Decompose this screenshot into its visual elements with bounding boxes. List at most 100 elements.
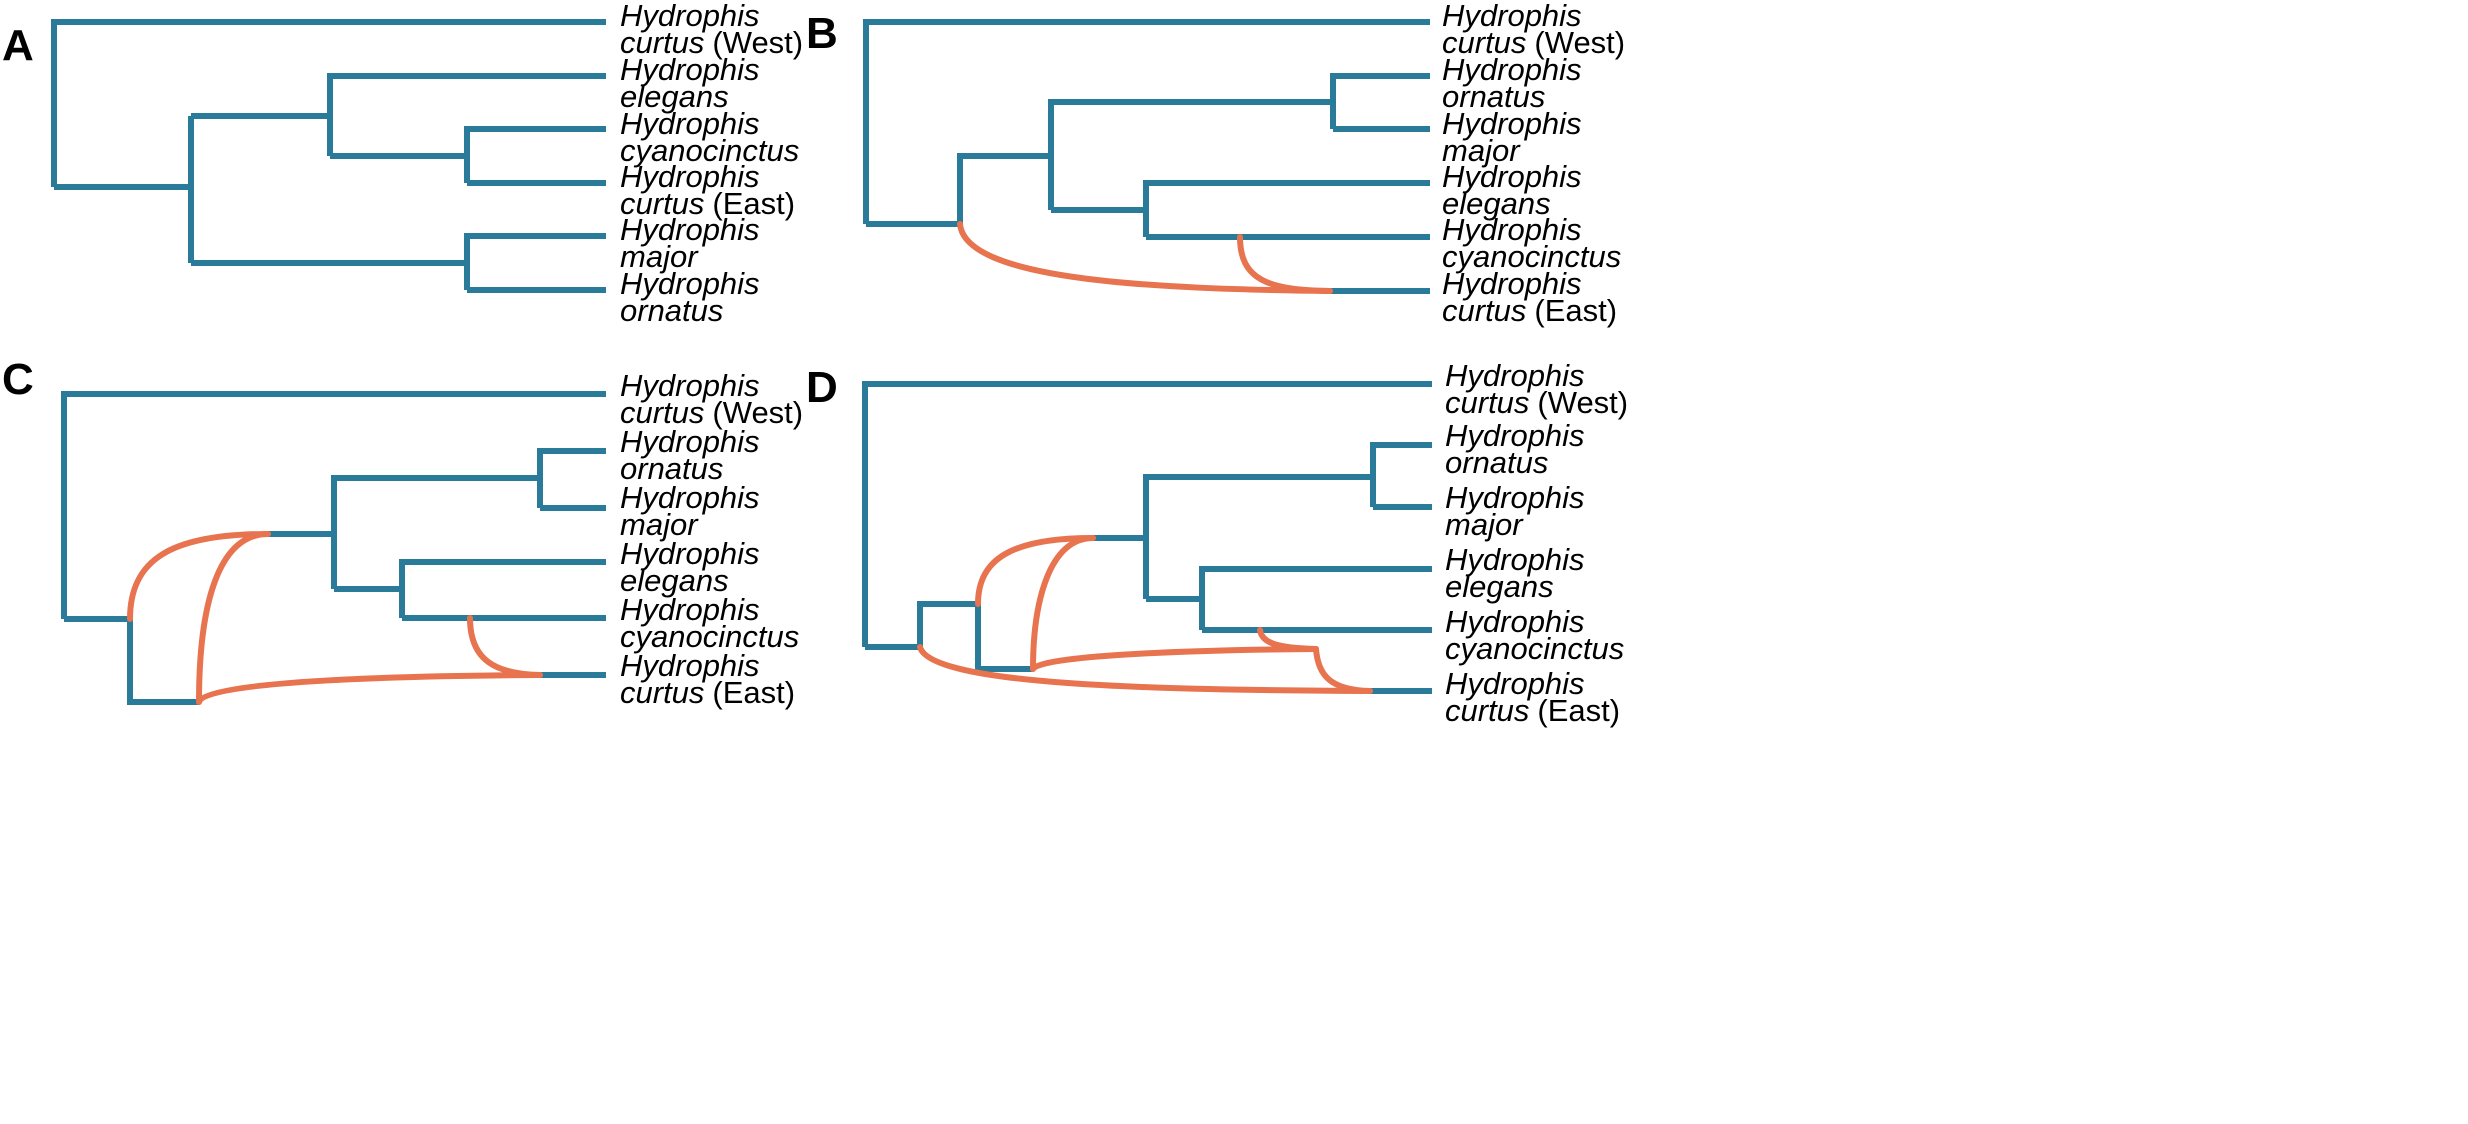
tree-branch [127,619,199,705]
tip-species: cyanocinctus [1442,239,1621,274]
tip-genus: Hydrophis [1445,604,1585,639]
tree-branch [863,19,1430,224]
tip-genus: Hydrophis [1442,212,1582,247]
tip-genus: Hydrophis [620,52,760,87]
hybridization-edge [1030,535,1096,672]
tip-species: cyanocinctus [620,619,799,654]
tip-species-name: curtus [1442,25,1526,60]
tree-branch [862,381,1432,647]
tip-genus: Hydrophis [1445,480,1585,515]
tip-genus: Hydrophis [1442,159,1582,194]
hybridization-edge [957,221,1333,294]
tip-species: elegans [1442,186,1551,221]
tip-genus: Hydrophis [1445,358,1585,393]
hybridization-edge [196,531,271,705]
tip-genus: Hydrophis [1445,666,1585,701]
tip-genus: Hydrophis [1442,52,1582,87]
tip-species-name: major [1445,507,1524,542]
hybridization-edge [1030,646,1319,672]
panel-letter: A [2,21,34,70]
tip-population: (West) [1537,385,1628,420]
tip-species-name: curtus [620,186,704,221]
hybridization-edge [975,535,1096,607]
tree-branch [975,604,1033,672]
tip-species-name: cyanocinctus [620,133,799,168]
hybridization-edge [467,615,543,678]
tip-species-name: cyanocinctus [620,619,799,654]
tip-species: major [620,507,699,542]
tip-species: curtus (East) [620,186,795,221]
tip-species-name: curtus [1445,693,1529,728]
panel-letter: B [806,9,838,58]
tip-genus: Hydrophis [620,424,760,459]
tip-species: curtus (West) [620,395,803,430]
tip-species: curtus (West) [620,25,803,60]
tip-species-name: curtus [1445,385,1529,420]
tree-branch [1048,99,1333,210]
tip-species: curtus (East) [620,675,795,710]
tip-genus: Hydrophis [620,536,760,571]
hybridization-edge [196,672,543,705]
tip-genus: Hydrophis [1445,542,1585,577]
tip-genus: Hydrophis [1442,0,1582,33]
tip-species: cyanocinctus [620,133,799,168]
tree-branch [1199,566,1432,630]
tip-genus: Hydrophis [1442,106,1582,141]
panel-letter: D [806,363,838,412]
tip-species-name: curtus [620,675,704,710]
hybridization-edge [1257,627,1319,652]
hybridization-edge [127,531,271,622]
tip-species: ornatus [620,451,723,486]
tree-branch [464,126,606,183]
tip-species-name: curtus [620,25,704,60]
tip-population: (East) [712,186,795,221]
tip-species-name: major [1442,133,1521,168]
tip-species-name: curtus [620,395,704,430]
tip-species: ornatus [620,293,723,328]
tip-population: (West) [712,395,803,430]
tip-genus: Hydrophis [1442,266,1582,301]
tip-genus: Hydrophis [620,212,760,247]
hybridization-edge [1313,646,1373,694]
tip-species-name: elegans [1442,186,1551,221]
tip-genus: Hydrophis [620,592,760,627]
tip-genus: Hydrophis [620,480,760,515]
tip-genus: Hydrophis [620,266,760,301]
tip-species: curtus (East) [1445,693,1620,728]
tree-branch [1143,474,1373,599]
tip-species-name: major [620,239,699,274]
tip-species: ornatus [1442,79,1545,114]
tree-branch [957,153,1051,224]
tip-species-name: major [620,507,699,542]
tip-species-name: elegans [1445,569,1554,604]
tip-species-name: ornatus [620,293,723,328]
tree-branch [1370,442,1432,507]
tip-species: curtus (West) [1442,25,1625,60]
tip-species-name: ornatus [1442,79,1545,114]
tip-genus: Hydrophis [620,159,760,194]
tip-species: ornatus [1445,445,1548,480]
tip-population: (East) [1537,693,1620,728]
